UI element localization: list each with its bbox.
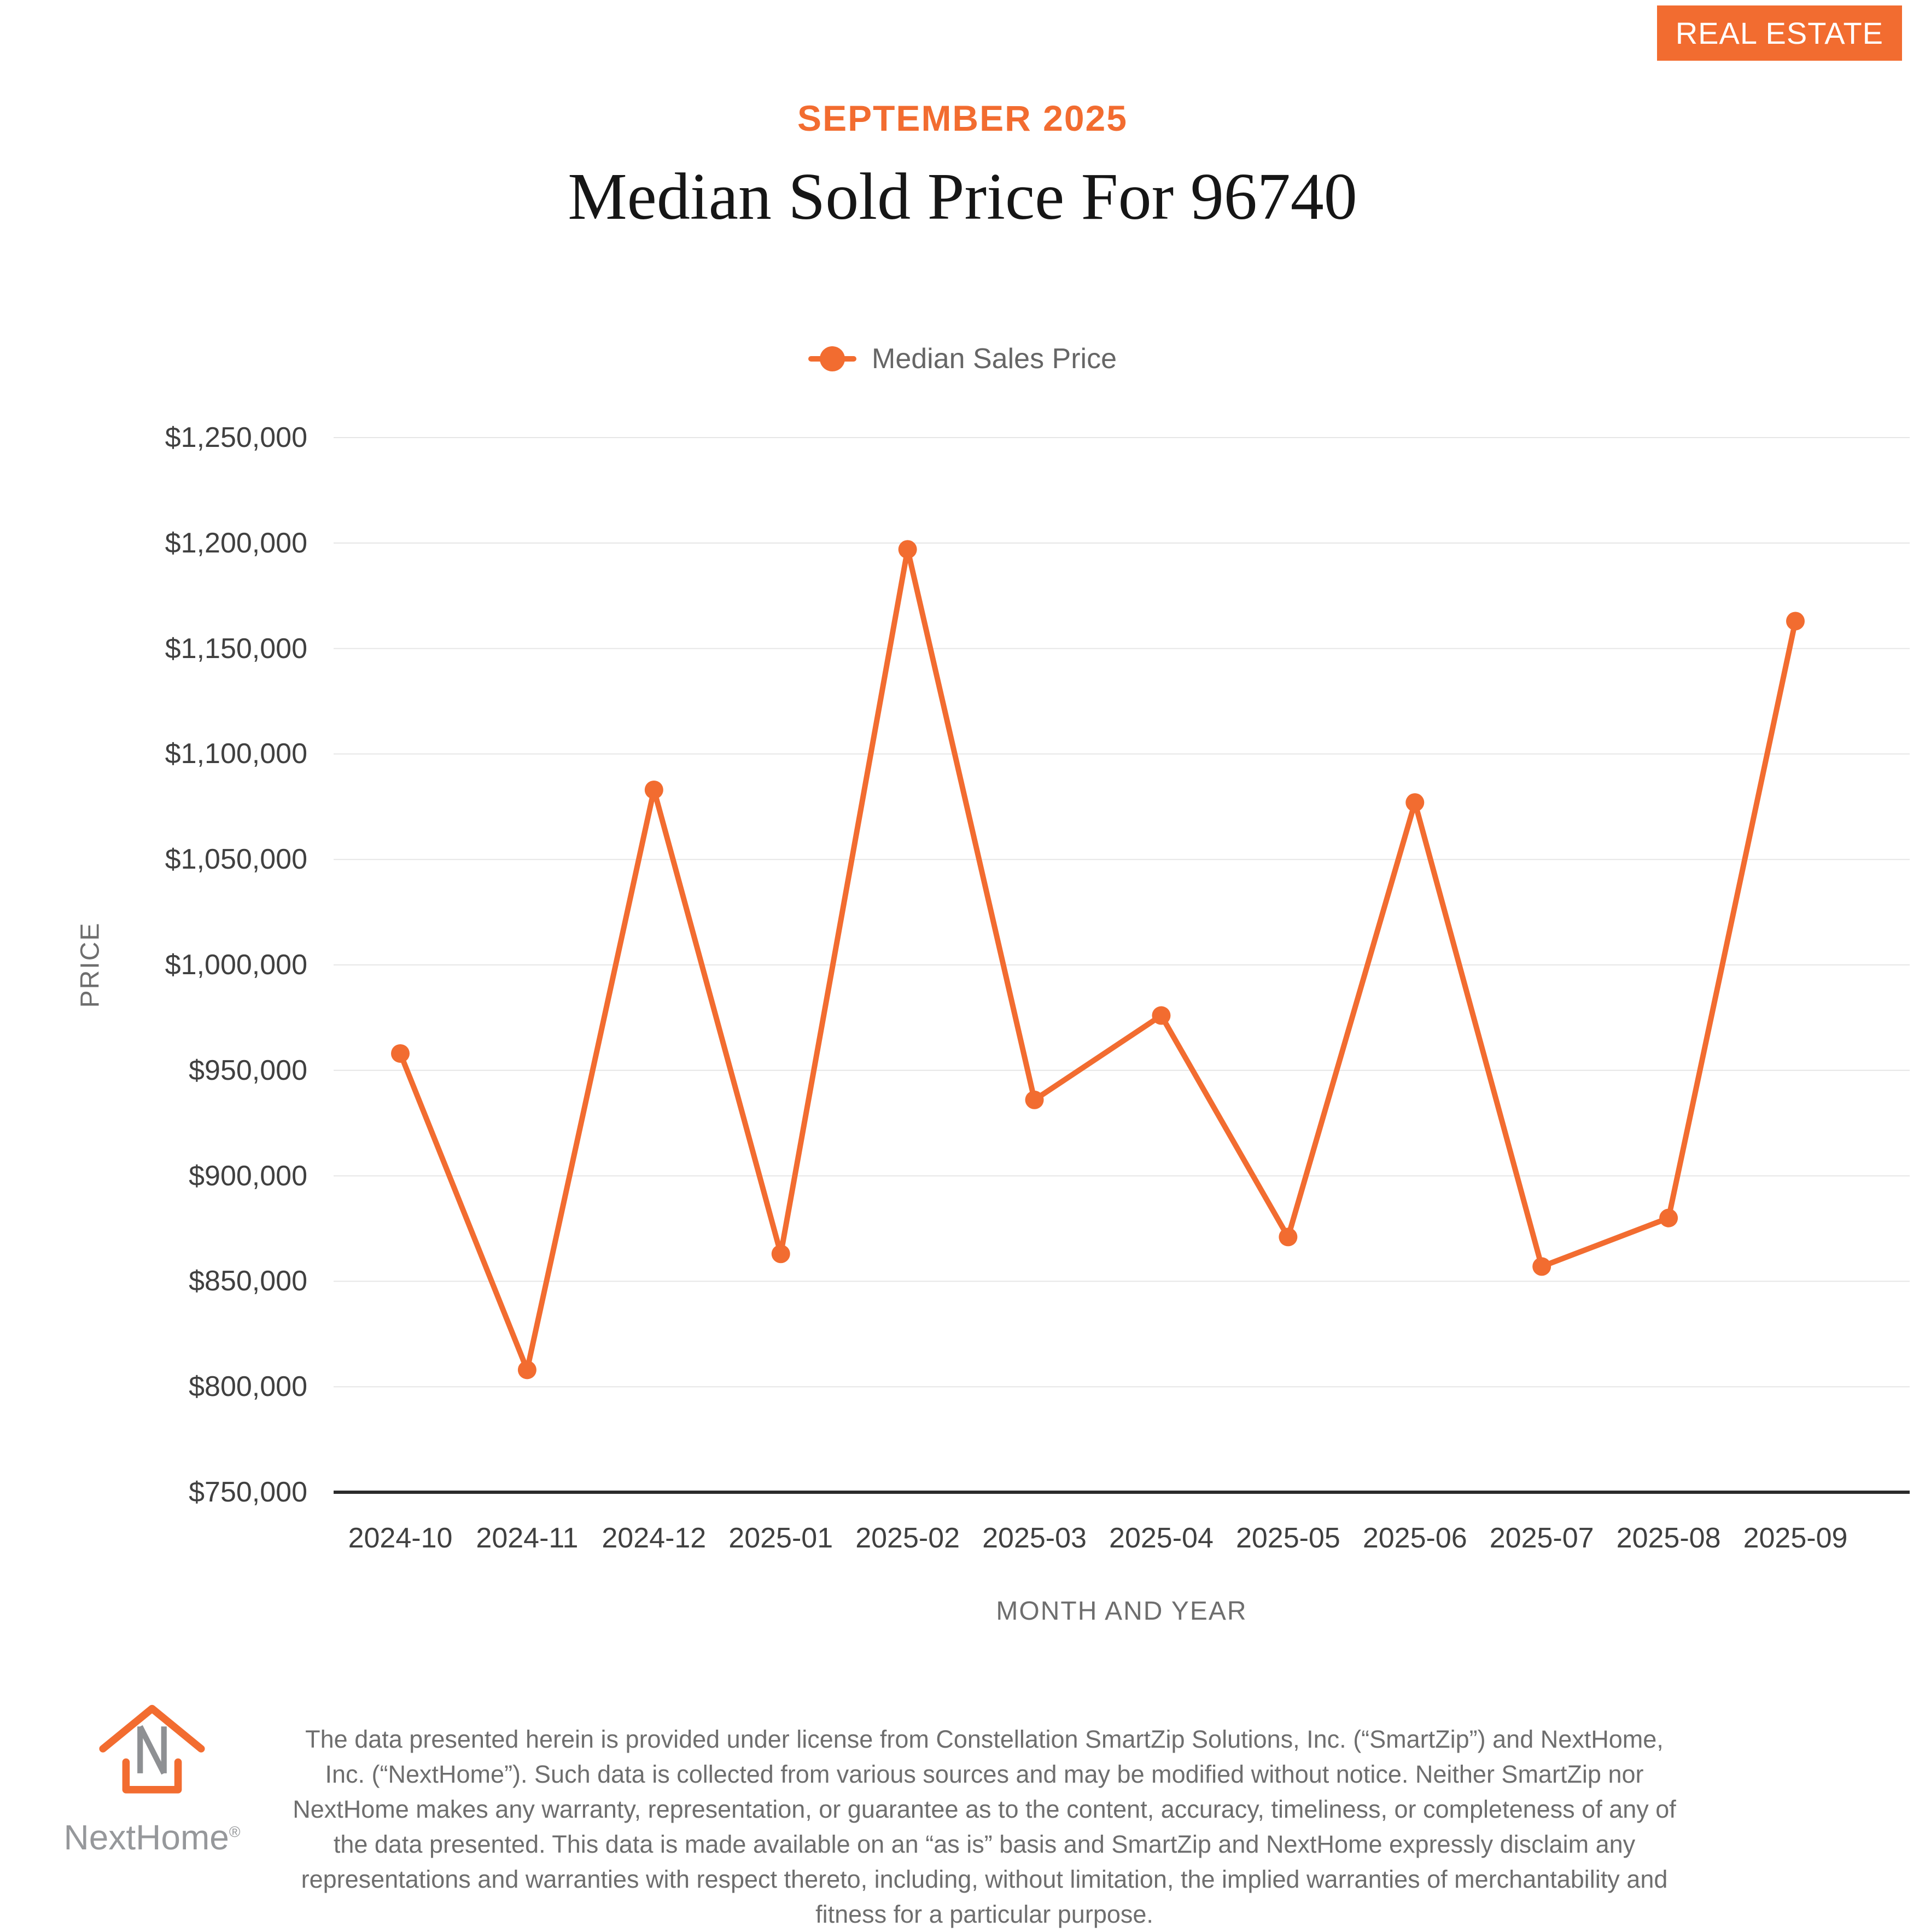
y-tick-label: $1,000,000 [165, 949, 307, 981]
x-tick-label: 2025-06 [1362, 1522, 1467, 1554]
y-tick-label: $950,000 [189, 1054, 307, 1086]
real-estate-badge: REAL ESTATE [1656, 5, 1902, 61]
registered-mark: ® [229, 1823, 241, 1841]
y-tick-label: $1,100,000 [165, 738, 307, 770]
x-tick-label: 2025-05 [1235, 1522, 1340, 1554]
y-tick-label: $1,200,000 [165, 527, 307, 559]
y-tick-label: $1,250,000 [165, 422, 307, 453]
data-point-2024-10 [391, 1044, 410, 1063]
x-tick-label: 2025-02 [855, 1522, 960, 1554]
x-tick-label: 2025-04 [1109, 1522, 1214, 1554]
x-tick-label: 2024-11 [476, 1522, 579, 1554]
x-tick-label: 2024-10 [348, 1522, 453, 1554]
x-tick-label: 2024-12 [602, 1522, 707, 1554]
x-axis-title: MONTH AND YEAR [996, 1597, 1247, 1626]
nexthome-logo: NextHome® [63, 1689, 241, 1858]
x-tick-label: 2025-07 [1489, 1522, 1594, 1554]
data-point-2025-01 [771, 1244, 790, 1264]
data-point-2025-03 [1025, 1090, 1044, 1109]
data-point-2024-11 [517, 1360, 536, 1380]
logo-base-shape [122, 1758, 182, 1794]
x-tick-label: 2025-01 [728, 1522, 833, 1554]
legend-dot-icon [820, 346, 845, 371]
y-tick-label: $1,150,000 [165, 632, 307, 665]
legend-line-marker-icon [808, 346, 856, 371]
disclaimer-text: The data presented herein is provided un… [293, 1725, 1676, 1928]
data-point-2025-05 [1279, 1227, 1298, 1247]
data-point-2025-06 [1405, 793, 1425, 812]
data-point-2025-02 [898, 540, 917, 559]
data-point-2025-07 [1532, 1257, 1551, 1276]
brand-name: NextHome® [63, 1818, 241, 1857]
logo-n-letter [137, 1725, 167, 1775]
y-tick-label: $850,000 [189, 1265, 307, 1297]
nexthome-house-icon [99, 1704, 205, 1794]
page-title: Median Sold Price For 96740 [568, 160, 1357, 234]
y-tick-label: $800,000 [189, 1371, 307, 1403]
x-tick-label: 2025-09 [1743, 1522, 1848, 1554]
logo-roof-shape [99, 1704, 205, 1753]
data-point-2025-09 [1786, 612, 1805, 631]
chart-legend: Median Sales Price [0, 342, 1925, 375]
line-chart-plot [334, 437, 1910, 1494]
legend-series-label: Median Sales Price [872, 343, 1117, 375]
y-tick-label: $900,000 [189, 1160, 307, 1192]
report-month-subtitle: SEPTEMBER 2025 [797, 98, 1128, 138]
data-point-2025-08 [1659, 1208, 1678, 1227]
data-point-2024-12 [644, 780, 663, 799]
x-tick-label: 2025-08 [1616, 1522, 1721, 1554]
data-point-2025-04 [1152, 1006, 1171, 1025]
y-tick-label: $1,050,000 [165, 843, 307, 876]
median-sales-price-line [398, 546, 1798, 1373]
x-tick-label: 2025-03 [982, 1522, 1087, 1554]
y-tick-label: $750,000 [189, 1476, 307, 1508]
